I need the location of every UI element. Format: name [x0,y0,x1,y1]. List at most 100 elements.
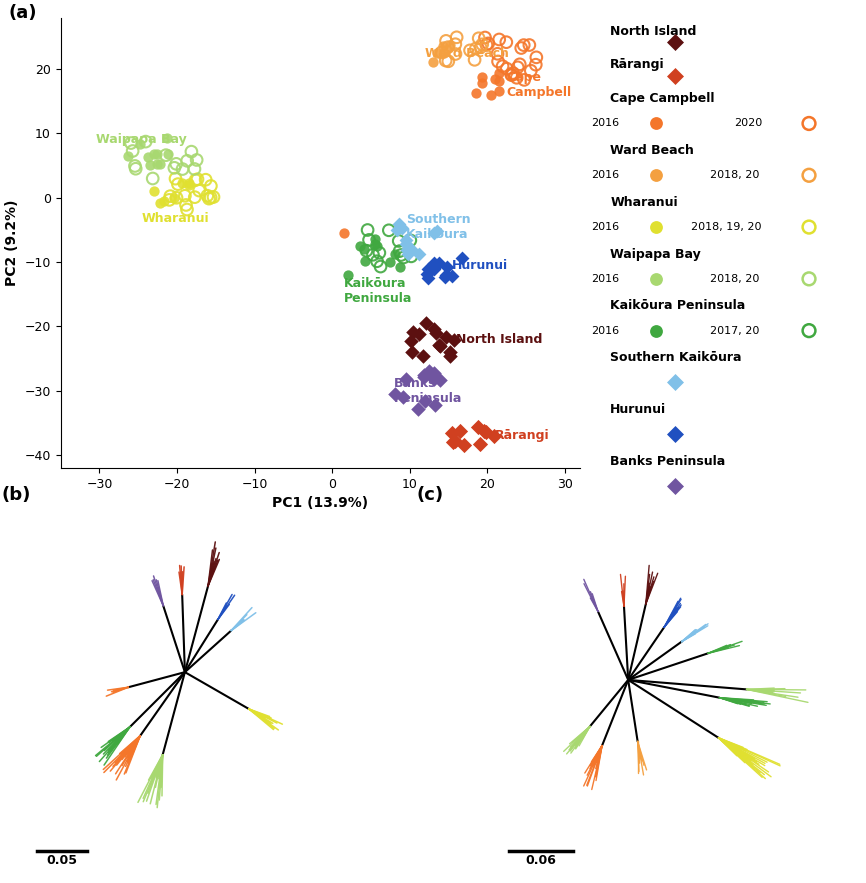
Point [402,247,416,261]
Point [176,176,190,190]
Point [802,220,816,234]
Point [419,316,433,330]
Point [430,327,443,341]
Text: 0.05: 0.05 [47,855,78,867]
Point [449,37,462,51]
Point [150,147,164,162]
Text: Cape
Campbell: Cape Campbell [507,72,572,99]
Text: Kaikōura Peninsula: Kaikōura Peninsula [611,299,746,313]
Point [475,76,489,90]
Point [370,254,384,268]
Point [484,87,498,102]
Point [204,179,218,193]
Point [182,178,196,192]
Point [362,233,376,247]
Point [418,394,432,408]
Point [139,134,152,148]
Point [147,184,161,198]
Point [443,37,456,51]
Text: Hurunui: Hurunui [452,259,508,272]
Point [417,367,430,381]
Point [401,242,415,256]
Point [446,434,460,449]
Point [132,137,146,151]
Point [427,262,441,276]
Text: 2018, 19, 20: 2018, 19, 20 [691,222,761,232]
Point [189,173,203,187]
Point [449,47,462,61]
Point [360,223,374,237]
Point [495,59,509,73]
Text: Wharanui: Wharanui [611,196,678,208]
Point [207,190,221,204]
Point [170,191,184,205]
Point [404,242,418,256]
Point [492,74,506,88]
Point [421,271,435,285]
Point [370,239,384,253]
Point [492,33,506,47]
Point [440,268,454,282]
Point [388,247,402,261]
Point [453,424,467,438]
Point [147,147,161,162]
Text: 2016: 2016 [591,274,620,283]
Point [143,158,157,172]
Point [455,251,469,265]
Point [406,325,420,339]
Point [372,245,386,260]
Point [171,177,184,192]
Point [529,57,543,72]
Point [390,223,404,237]
Point [183,176,197,190]
Point [164,189,178,203]
Text: 2020: 2020 [734,118,762,129]
Point [479,425,493,439]
Point [169,171,183,185]
Text: 2018, 20: 2018, 20 [710,170,759,180]
Point [391,234,405,248]
Point [650,168,663,182]
Point [392,260,406,274]
Point [404,249,418,263]
Point [427,225,441,239]
Point [500,35,514,49]
Point [491,55,505,69]
Point [359,244,373,258]
Point [441,40,455,54]
Text: (b): (b) [2,486,31,503]
Text: (c): (c) [416,486,443,503]
Point [802,323,816,337]
Point [668,35,682,49]
Point [150,157,164,171]
Point [188,162,202,176]
Point [427,366,441,381]
Point [424,263,438,277]
Point [341,268,355,282]
Point [427,372,441,386]
X-axis label: PC1 (13.9%): PC1 (13.9%) [273,496,368,510]
Point [192,184,206,198]
Point [514,41,528,55]
Point [167,191,181,205]
Point [200,189,214,203]
Point [157,194,171,208]
Point [469,86,483,100]
Point [517,38,531,52]
Point [420,267,434,281]
Text: Banks Peninsula: Banks Peninsula [611,455,726,468]
Text: 2016: 2016 [591,170,620,180]
Point [180,154,194,168]
Point [358,253,372,268]
Text: Southern Kaikōura: Southern Kaikōura [611,351,742,364]
Point [442,54,456,68]
Point [443,349,457,363]
Point [129,162,143,176]
Point [500,62,514,76]
Text: Ward Beach: Ward Beach [611,144,695,157]
Point [410,402,424,416]
Point [161,147,175,161]
Point [383,254,397,268]
Point [802,168,816,182]
Point [471,419,485,434]
